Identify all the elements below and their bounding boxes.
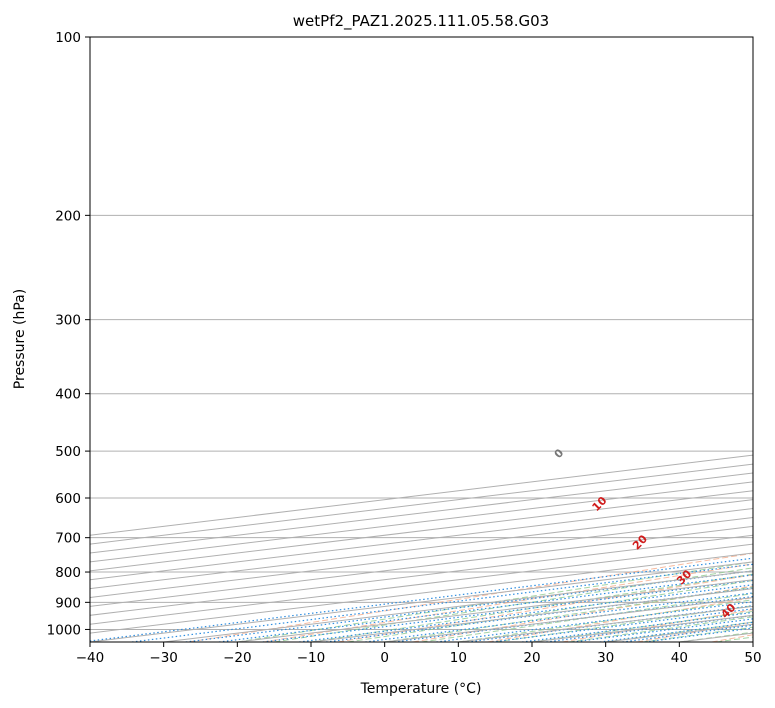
y-tick-label: 500 xyxy=(55,444,81,460)
moist-adiabat-line xyxy=(421,592,753,642)
x-axis-label: Temperature (°C) xyxy=(360,681,482,697)
x-tick-label: 10 xyxy=(450,650,467,666)
y-tick-label: 800 xyxy=(55,565,81,581)
x-tick-label: −30 xyxy=(149,650,178,666)
x-tick-label: −10 xyxy=(297,650,326,666)
y-tick-label: 300 xyxy=(55,313,81,329)
isotherm-line xyxy=(90,463,753,545)
x-tick-label: −40 xyxy=(76,650,105,666)
x-tick-label: 20 xyxy=(523,650,540,666)
y-tick-label: 200 xyxy=(55,208,81,224)
y-tick-label: 1000 xyxy=(47,622,81,638)
mixing-ratio-line xyxy=(131,563,753,642)
isotherm-line xyxy=(90,508,753,590)
plot-area: -100-90-80-70-60-50-40-30-20-100.10.20.4… xyxy=(90,37,753,642)
x-tick-label: 0 xyxy=(380,650,389,666)
y-axis-label: Pressure (hPa) xyxy=(12,289,28,389)
x-axis-ticks: −40 −30 −20 −10 0 10 20 30 40 50 xyxy=(76,642,762,666)
x-tick-label: 30 xyxy=(597,650,614,666)
skewed-isotherms xyxy=(90,454,753,642)
moist-adiabat-line xyxy=(347,579,753,642)
moist-adiabat-line xyxy=(237,561,753,642)
mixing-ratio-line xyxy=(218,574,753,642)
mixing-ratio-line xyxy=(262,579,753,642)
y-tick-label: 100 xyxy=(55,30,81,46)
x-tick-label: 50 xyxy=(744,650,761,666)
plot-frame xyxy=(89,36,754,643)
dry-adiabat-line xyxy=(487,597,753,642)
x-tick-label: 40 xyxy=(671,650,688,666)
y-tick-label: 600 xyxy=(55,491,81,507)
isotherm-line xyxy=(90,499,753,581)
chart-title: wetPf2_PAZ1.2025.111.05.58.G03 xyxy=(293,12,549,31)
y-tick-label: 900 xyxy=(55,595,81,611)
x-tick-label: −20 xyxy=(223,650,252,666)
isotherm-line xyxy=(90,516,753,599)
isotherm-line xyxy=(90,534,753,616)
y-axis-ticks: 100 200 300 400 500 600 700 800 900 1000 xyxy=(47,30,90,638)
y-tick-label: 400 xyxy=(55,387,81,403)
dry-adiabat-line xyxy=(263,563,753,642)
isotherm-line xyxy=(90,472,753,554)
moist-adiabats xyxy=(237,561,753,642)
mixing-ratio-line xyxy=(185,570,753,642)
isotherm-line xyxy=(90,490,753,572)
y-tick-label: 700 xyxy=(55,531,81,547)
isotherm-line xyxy=(90,525,753,607)
isotherm-line xyxy=(90,481,753,563)
